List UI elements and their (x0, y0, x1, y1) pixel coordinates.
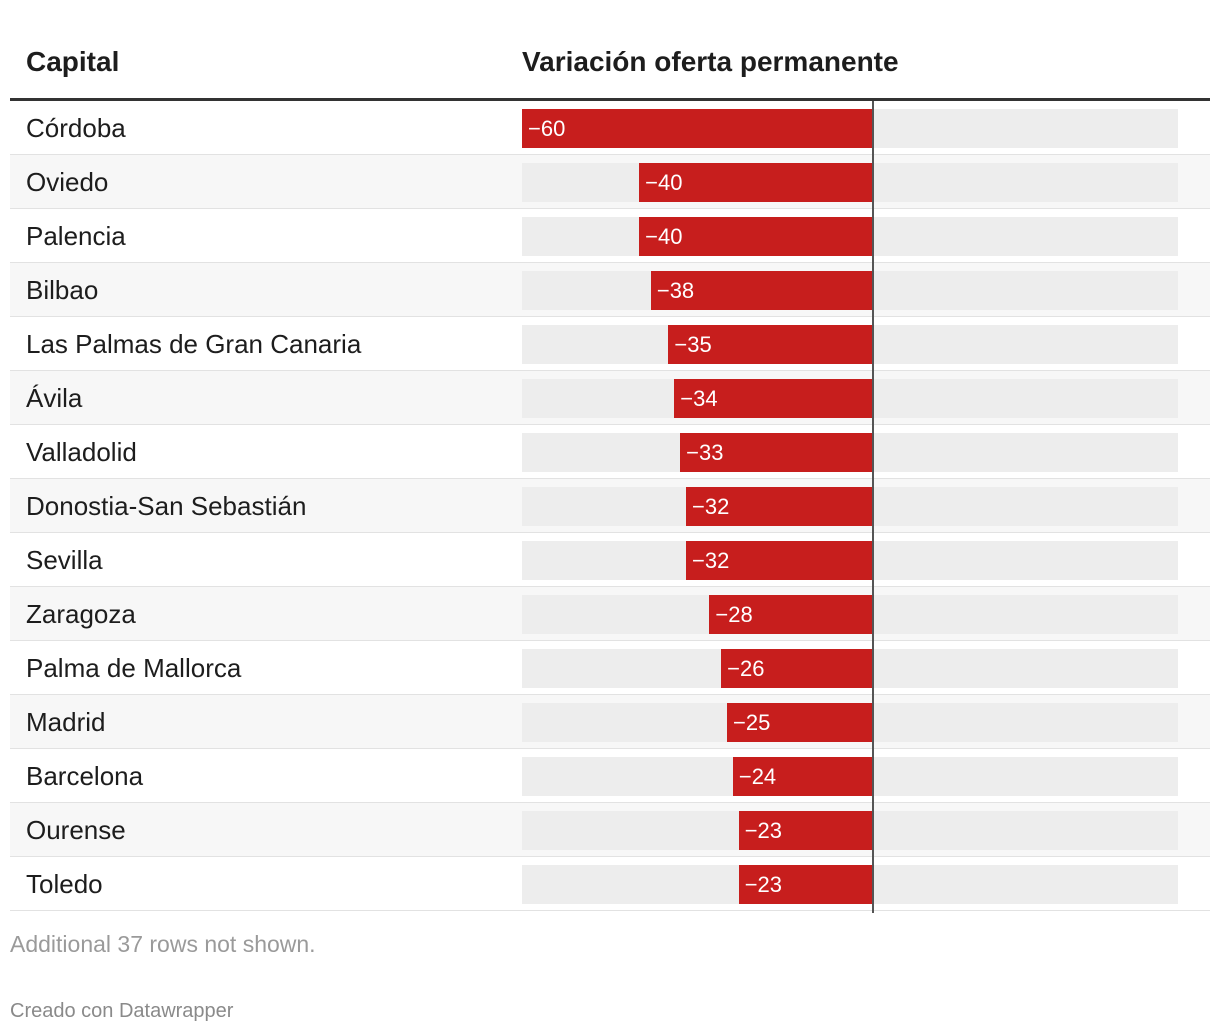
bar-track: −40 (522, 163, 1178, 202)
column-header-variation[interactable]: Variación oferta permanente (522, 46, 899, 77)
bar-value-label: −35 (674, 332, 712, 357)
row-capital-name: Oviedo (26, 167, 109, 197)
row-capital-name: Ourense (26, 815, 126, 845)
table-row: Madrid −25 (10, 695, 1210, 749)
table-row: Córdoba −60 (10, 101, 1210, 155)
bar (680, 433, 874, 472)
table-header: Capital Variación oferta permanente (10, 34, 1210, 101)
bar (709, 595, 874, 634)
bar (650, 271, 874, 310)
row-capital-name: Palma de Mallorca (26, 653, 242, 683)
table-row: Zaragoza −28 (10, 587, 1210, 641)
bar-value-label: −60 (528, 116, 566, 141)
table-body: Córdoba −60 Oviedo −40 Palencia −40 Bilbao −38 L… (10, 101, 1210, 913)
bar (639, 163, 874, 202)
table-row: Donostia-San Sebastián −32 (10, 479, 1210, 533)
bar (668, 325, 874, 364)
row-capital-name: Valladolid (26, 437, 137, 467)
bar (727, 703, 874, 742)
bar (674, 379, 874, 418)
table-row: Sevilla −32 (10, 533, 1210, 587)
bar (738, 865, 874, 904)
bar (686, 487, 874, 526)
table-row: Oviedo −40 (10, 155, 1210, 209)
row-capital-name: Sevilla (26, 545, 103, 575)
bar-track: −32 (522, 541, 1178, 580)
bar-track: −38 (522, 271, 1178, 310)
row-capital-name: Toledo (26, 869, 103, 899)
bar (639, 217, 874, 256)
bar-track: −25 (522, 703, 1178, 742)
row-capital-name: Las Palmas de Gran Canaria (26, 329, 362, 359)
bar-value-label: −33 (686, 440, 724, 465)
data-table: Capital Variación oferta permanente Córd… (10, 34, 1210, 913)
rows-not-shown-note: Additional 37 rows not shown. (10, 931, 316, 957)
bar (522, 109, 874, 148)
table-row: Palencia −40 (10, 209, 1210, 263)
bar-track: −24 (522, 757, 1178, 796)
bar-track: −33 (522, 433, 1178, 472)
bar-value-label: −23 (744, 818, 783, 843)
bar-value-label: −24 (738, 764, 777, 789)
table-row: Valladolid −33 (10, 425, 1210, 479)
table-row: Toledo −23 (10, 857, 1210, 911)
bar-value-label: −40 (645, 170, 683, 195)
row-capital-name: Bilbao (26, 275, 99, 305)
bar (732, 757, 874, 796)
table-row: Ourense −23 (10, 803, 1210, 857)
bar-value-label: −28 (715, 602, 753, 627)
datawrapper-credit[interactable]: Creado con Datawrapper (10, 1000, 234, 1022)
bar-value-label: −32 (692, 548, 730, 573)
bar (686, 541, 874, 580)
bar-track: −32 (522, 487, 1178, 526)
bar-value-label: −32 (692, 494, 730, 519)
table-row: Las Palmas de Gran Canaria −35 (10, 317, 1210, 371)
bar-value-label: −40 (645, 224, 683, 249)
bar-value-label: −26 (727, 656, 765, 681)
table-row: Barcelona −24 (10, 749, 1210, 803)
table-row: Bilbao −38 (10, 263, 1210, 317)
bar-track: −23 (522, 811, 1178, 850)
bar (721, 649, 874, 688)
table-row: Ávila −34 (10, 371, 1210, 425)
column-header-capital[interactable]: Capital (26, 46, 120, 77)
row-capital-name: Madrid (26, 707, 106, 737)
bar-track: −28 (522, 595, 1178, 634)
bar-track: −34 (522, 379, 1178, 418)
bar-value-label: −25 (733, 710, 771, 735)
bar-value-label: −23 (744, 872, 783, 897)
row-capital-name: Donostia-San Sebastián (26, 491, 307, 521)
row-capital-name: Zaragoza (26, 599, 136, 629)
bar (738, 811, 874, 850)
zero-baseline (872, 101, 875, 913)
bar-track: −60 (522, 109, 1178, 148)
bar-track: −23 (522, 865, 1178, 904)
bar-track: −26 (522, 649, 1178, 688)
bar-value-label: −34 (680, 386, 718, 411)
table-row: Palma de Mallorca −26 (10, 641, 1210, 695)
row-capital-name: Córdoba (26, 113, 126, 143)
bar-track: −40 (522, 217, 1178, 256)
row-capital-name: Ávila (26, 383, 83, 413)
bar-value-label: −38 (656, 278, 695, 303)
row-capital-name: Palencia (26, 221, 126, 251)
bar-track: −35 (522, 325, 1178, 364)
row-capital-name: Barcelona (26, 761, 144, 791)
